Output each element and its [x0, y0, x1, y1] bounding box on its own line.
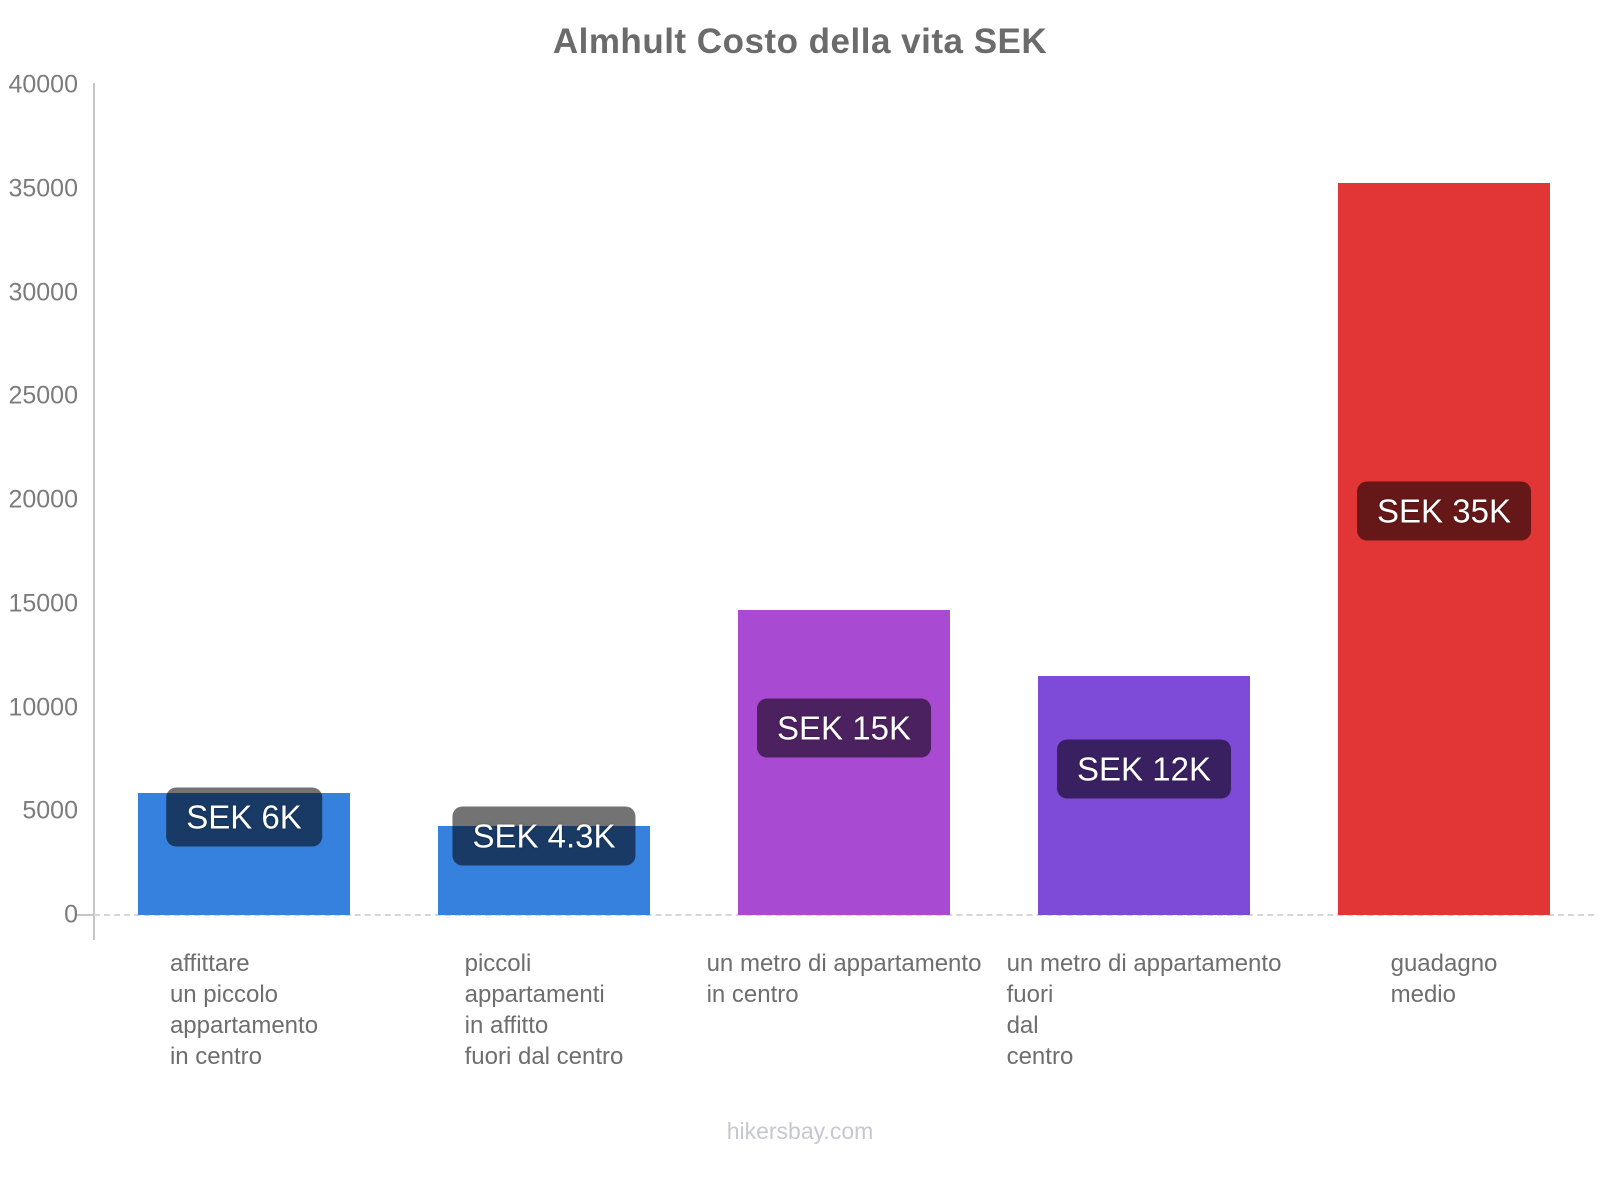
y-tick-label: 10000 — [8, 693, 78, 721]
y-tick-label: 40000 — [8, 70, 78, 99]
y-tick-label: 0 — [64, 900, 78, 929]
category-label: un metro di appartamento fuori dal centro — [1006, 950, 1282, 1070]
bar-5[interactable] — [1338, 182, 1550, 915]
bar-value-label: SEK 4.3K — [452, 806, 636, 866]
y-tick-label: 15000 — [8, 589, 78, 618]
y-tick-label: 30000 — [8, 278, 78, 306]
chart-title: Almhult Costo della vita SEK — [552, 22, 1048, 61]
category-label: affittare un piccolo appartamento in centro — [169, 950, 319, 1070]
x-axis-line — [94, 914, 1594, 916]
zero-tick-mark — [77, 914, 94, 916]
bar-value-label: SEK 6K — [166, 787, 322, 847]
y-axis-line — [93, 83, 95, 940]
bar-value-label: SEK 35K — [1357, 481, 1531, 541]
y-tick-label: 5000 — [22, 796, 78, 825]
category-label: un metro di appartamento in centro — [706, 950, 982, 1008]
category-label: guadagno medio — [1390, 950, 1498, 1008]
bar-value-label: SEK 15K — [757, 698, 931, 758]
footer-watermark: hikersbay.com — [726, 1118, 874, 1144]
y-tick-label: 25000 — [8, 381, 78, 410]
category-label: piccoli appartamenti in affitto fuori dal c… — [464, 950, 624, 1070]
y-tick-label: 35000 — [8, 174, 78, 203]
y-tick-label: 20000 — [8, 485, 78, 514]
bar-3[interactable] — [738, 609, 950, 915]
bar-value-label: SEK 12K — [1057, 739, 1231, 799]
